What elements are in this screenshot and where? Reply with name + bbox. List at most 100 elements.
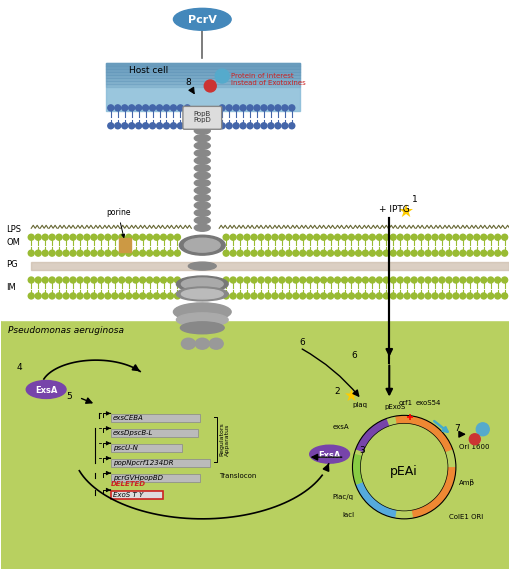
Circle shape — [139, 293, 145, 299]
Circle shape — [397, 277, 403, 283]
Circle shape — [369, 250, 375, 256]
Circle shape — [143, 105, 148, 111]
Circle shape — [348, 293, 354, 299]
Circle shape — [167, 250, 173, 256]
Circle shape — [105, 293, 110, 299]
Circle shape — [501, 277, 506, 283]
Ellipse shape — [194, 157, 210, 164]
Circle shape — [146, 277, 152, 283]
Circle shape — [225, 105, 232, 111]
Circle shape — [341, 250, 347, 256]
Text: ExsA: ExsA — [318, 451, 340, 459]
Bar — [105, 75, 299, 78]
Bar — [110, 474, 200, 482]
Circle shape — [237, 277, 243, 283]
Text: Regulators
Apparatus: Regulators Apparatus — [219, 422, 230, 456]
Circle shape — [230, 277, 236, 283]
Circle shape — [177, 123, 183, 129]
Circle shape — [424, 293, 430, 299]
Circle shape — [383, 250, 388, 256]
Circle shape — [445, 277, 451, 283]
Circle shape — [163, 105, 169, 111]
Circle shape — [271, 250, 277, 256]
Circle shape — [132, 234, 138, 240]
Circle shape — [313, 250, 319, 256]
Text: DELETED: DELETED — [110, 481, 146, 487]
Circle shape — [253, 105, 260, 111]
Circle shape — [139, 250, 145, 256]
Circle shape — [438, 250, 444, 256]
Circle shape — [341, 234, 347, 240]
Circle shape — [122, 123, 127, 129]
Circle shape — [306, 234, 312, 240]
Circle shape — [341, 293, 347, 299]
Circle shape — [35, 250, 41, 256]
Circle shape — [184, 105, 190, 111]
Circle shape — [56, 250, 62, 256]
Text: ExsA: ExsA — [35, 386, 57, 395]
Ellipse shape — [194, 180, 210, 186]
Text: IM: IM — [6, 283, 16, 292]
Circle shape — [313, 234, 319, 240]
Circle shape — [475, 423, 488, 435]
Circle shape — [70, 234, 76, 240]
Circle shape — [327, 234, 333, 240]
Text: lacI: lacI — [342, 512, 354, 518]
Circle shape — [355, 277, 361, 283]
Circle shape — [348, 234, 354, 240]
Circle shape — [215, 69, 229, 83]
Circle shape — [501, 234, 506, 240]
Circle shape — [84, 293, 90, 299]
Circle shape — [184, 123, 190, 129]
Circle shape — [91, 277, 97, 283]
Circle shape — [244, 277, 249, 283]
Circle shape — [265, 234, 270, 240]
Circle shape — [459, 277, 465, 283]
Circle shape — [452, 250, 458, 256]
Text: Ori 1600: Ori 1600 — [458, 444, 489, 450]
Circle shape — [28, 234, 34, 240]
Circle shape — [480, 293, 486, 299]
Circle shape — [49, 234, 55, 240]
Text: 3: 3 — [359, 446, 364, 455]
Circle shape — [397, 234, 403, 240]
Circle shape — [362, 277, 367, 283]
Text: 8: 8 — [185, 78, 191, 87]
Circle shape — [63, 234, 69, 240]
Bar — [105, 66, 299, 69]
Circle shape — [306, 277, 312, 283]
Circle shape — [313, 277, 319, 283]
Circle shape — [230, 234, 236, 240]
Circle shape — [28, 250, 34, 256]
Circle shape — [170, 123, 176, 129]
Circle shape — [258, 234, 264, 240]
Text: 5: 5 — [66, 392, 72, 401]
Circle shape — [146, 234, 152, 240]
Bar — [105, 63, 299, 66]
Circle shape — [237, 234, 243, 240]
Circle shape — [417, 234, 423, 240]
Circle shape — [230, 293, 236, 299]
Circle shape — [445, 234, 451, 240]
Circle shape — [466, 277, 472, 283]
Circle shape — [98, 250, 104, 256]
Circle shape — [170, 105, 176, 111]
Text: + IPTG: + IPTG — [379, 205, 409, 214]
Circle shape — [146, 293, 152, 299]
Circle shape — [233, 105, 239, 111]
Circle shape — [261, 105, 266, 111]
Circle shape — [376, 277, 382, 283]
Circle shape — [149, 123, 155, 129]
Circle shape — [459, 293, 465, 299]
Circle shape — [153, 293, 159, 299]
Circle shape — [327, 250, 333, 256]
Circle shape — [167, 277, 173, 283]
Circle shape — [167, 234, 173, 240]
Circle shape — [63, 293, 69, 299]
Circle shape — [389, 234, 395, 240]
Circle shape — [404, 234, 409, 240]
Bar — [105, 69, 299, 72]
Circle shape — [494, 250, 500, 256]
Circle shape — [473, 250, 479, 256]
Circle shape — [258, 250, 264, 256]
